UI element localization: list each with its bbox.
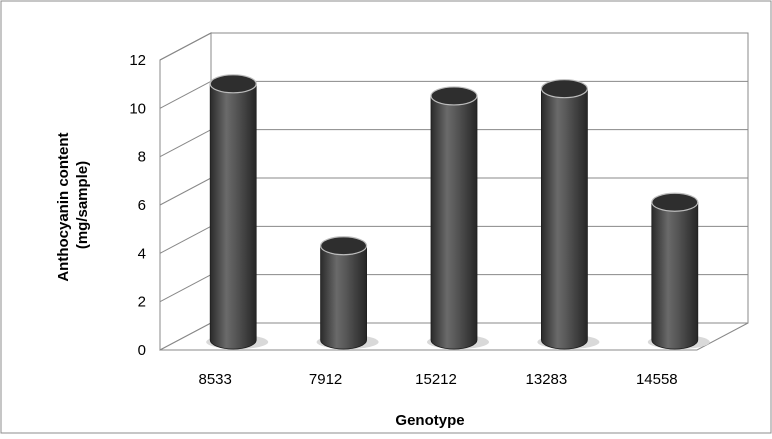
x-tick-label: 7912 bbox=[309, 371, 342, 388]
y-axis-title-line2: (mg/sample) bbox=[74, 161, 91, 249]
x-tick-label: 8533 bbox=[199, 371, 232, 388]
bars bbox=[206, 74, 710, 350]
y-tick-label: 8 bbox=[138, 149, 146, 166]
x-tick-label: 13283 bbox=[526, 371, 568, 388]
bar-body bbox=[320, 245, 367, 350]
gridline-side bbox=[159, 177, 212, 206]
x-axis-ticks: 8533 7912 15212 13283 14558 bbox=[199, 371, 678, 388]
bar-body bbox=[209, 83, 257, 350]
y-tick-label: 12 bbox=[129, 52, 146, 69]
bar-top bbox=[540, 79, 589, 99]
bar-top bbox=[209, 74, 257, 94]
y-tick-label: 6 bbox=[138, 197, 146, 214]
y-tick-label: 10 bbox=[129, 100, 146, 117]
bar-13283 bbox=[537, 79, 600, 350]
gridline-side bbox=[159, 274, 212, 303]
y-axis-title: Anthocyanin content (mg/sample) bbox=[55, 128, 91, 281]
gridline-side bbox=[159, 129, 212, 158]
bar-15212 bbox=[427, 86, 489, 350]
bar-body bbox=[651, 201, 699, 350]
bar-top bbox=[430, 86, 478, 106]
bar-7912 bbox=[316, 236, 379, 350]
gridline-side bbox=[159, 32, 212, 61]
x-tick-label: 15212 bbox=[415, 371, 457, 388]
y-axis-ticks: 0 2 4 6 8 10 12 bbox=[129, 52, 146, 359]
bar-top bbox=[320, 236, 368, 256]
y-tick-label: 2 bbox=[138, 294, 146, 311]
x-tick-label: 14558 bbox=[636, 371, 678, 388]
bar-body bbox=[430, 95, 478, 350]
bar-body bbox=[541, 88, 588, 350]
bar-14558 bbox=[647, 192, 710, 350]
gridline-side bbox=[159, 225, 212, 254]
x-axis-title: Genotype bbox=[395, 412, 464, 429]
bar-8533 bbox=[206, 74, 269, 350]
gridline-side bbox=[159, 80, 212, 109]
y-tick-label: 4 bbox=[138, 245, 146, 262]
bar-top bbox=[651, 192, 699, 212]
y-axis-title-line1: Anthocyanin content bbox=[55, 133, 72, 282]
y-tick-label: 0 bbox=[138, 342, 146, 359]
